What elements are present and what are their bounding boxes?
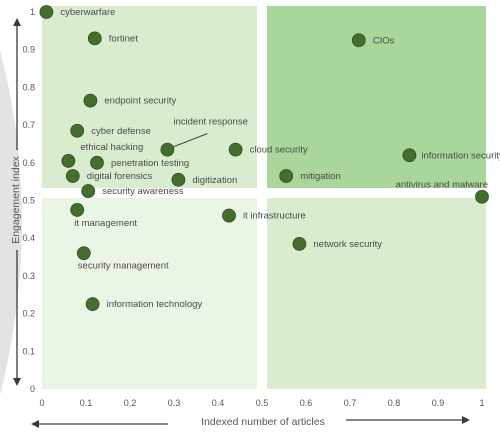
data-point: [228, 142, 243, 157]
data-point: [39, 5, 54, 19]
y-tick-label: 0.2: [22, 309, 35, 319]
x-tick-label: 0.9: [432, 398, 445, 408]
data-point-label: it management: [74, 218, 137, 229]
data-point-label: information security: [421, 150, 500, 161]
data-point-label: endpoint security: [104, 96, 176, 107]
data-point: [70, 123, 85, 138]
x-tick-label: 0.6: [300, 398, 313, 408]
axis-layer: Engagement index Indexed number of artic…: [10, 18, 470, 428]
data-point: [85, 297, 100, 312]
y-tick-label: 0.8: [22, 82, 35, 92]
y-tick-label: 0.3: [22, 271, 35, 281]
y-tick-label: 0.4: [22, 233, 35, 243]
x-tick-label: 0.7: [344, 398, 357, 408]
leader-line-incident-response: [171, 133, 208, 149]
data-point-label: digital forensics: [87, 171, 153, 182]
data-point-label: it infrastructure: [243, 211, 306, 222]
data-point-label: cloud security: [250, 145, 308, 156]
x-tick-label: 1: [479, 398, 484, 408]
data-point-label: cyber defense: [91, 126, 151, 137]
data-point-label: cyberwarfare: [60, 7, 115, 18]
data-point: [65, 169, 80, 183]
x-tick-label: 0: [39, 398, 44, 408]
y-axis-title: Engagement index: [10, 155, 22, 243]
data-point: [402, 148, 417, 163]
data-point-label: information technology: [107, 299, 203, 310]
data-point: [61, 154, 76, 168]
quadrant-top-left: [42, 6, 257, 188]
data-point-label: CIOs: [373, 35, 395, 46]
y-tick-label: 0: [30, 384, 35, 394]
x-tick-label: 0.1: [80, 398, 93, 408]
data-point: [90, 155, 104, 170]
data-point-label: mitigation: [300, 171, 341, 182]
x-tick-label: 0.2: [124, 398, 137, 408]
y-tick-label: 0.1: [22, 346, 35, 356]
data-point-label: incident response: [173, 117, 247, 128]
data-point: [76, 246, 91, 261]
data-point: [81, 184, 96, 198]
y-tick-label: 0.5: [22, 196, 35, 206]
y-tick-label: 1: [30, 7, 35, 17]
x-axis-title: Indexed number of articles: [201, 416, 325, 428]
point-layer: cyberwarfare fortinet CIOs endpoint securit…: [39, 5, 500, 312]
data-point-label: security management: [78, 260, 169, 271]
data-point-label: penetration testing: [111, 158, 189, 169]
data-point-label: antivirus and malware: [396, 180, 488, 191]
x-tick-label: 0.4: [212, 398, 225, 408]
x-tick-label: 0.8: [388, 398, 401, 408]
x-tick-label: 0.5: [256, 398, 269, 408]
data-point: [279, 169, 294, 183]
quadrant-bottom-left: [42, 197, 257, 389]
y-tick-label: 0.9: [22, 45, 35, 55]
data-point-label: digitization: [192, 175, 237, 186]
quadrant-layer: [42, 6, 486, 389]
tick-layer: 0 0.1 0.2 0.3 0.4 0.5 0.6 0.7 0.8 0.9 1 0 0.1 0.2 0.3 0…: [22, 7, 484, 408]
data-point: [171, 172, 186, 187]
data-point: [351, 33, 366, 48]
data-point: [292, 236, 307, 251]
data-point-label: fortinet: [109, 33, 138, 44]
data-point-label: security awareness: [102, 186, 184, 197]
data-point-label: ethical hacking: [80, 142, 143, 153]
data-point-label: network security: [313, 239, 382, 250]
y-tick-label: 0.6: [22, 158, 35, 168]
quadrant-bottom-right: [267, 197, 486, 389]
data-point: [70, 203, 85, 217]
data-point: [475, 189, 489, 204]
data-point: [222, 208, 236, 223]
data-point: [160, 142, 175, 157]
x-tick-label: 0.3: [168, 398, 181, 408]
data-point: [83, 93, 98, 108]
quadrant-top-right: [267, 6, 486, 188]
y-tick-label: 0.7: [22, 120, 35, 130]
data-point: [87, 31, 102, 46]
